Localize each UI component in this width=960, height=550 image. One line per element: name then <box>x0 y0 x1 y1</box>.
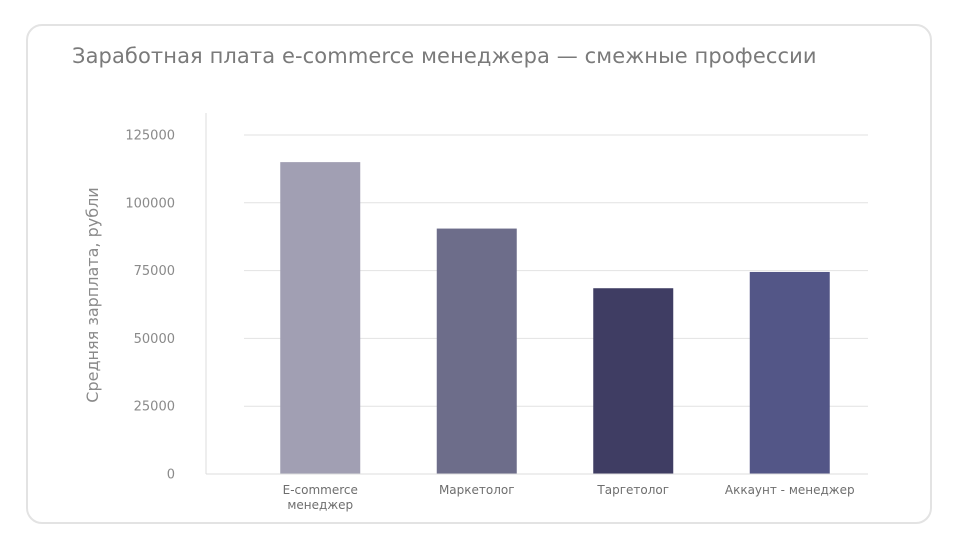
x-tick-label: E-commerce <box>283 483 358 497</box>
bar <box>593 288 674 474</box>
x-tick-label: Маркетолог <box>439 483 515 497</box>
chart-title: Заработная плата e-commerce менеджера — … <box>72 44 817 68</box>
y-tick-label: 75000 <box>134 264 175 279</box>
bar <box>280 162 361 474</box>
x-tick-label: Аккаунт - менеджер <box>725 483 855 497</box>
y-tick-label: 25000 <box>134 400 175 415</box>
y-tick-label: 125000 <box>125 129 175 144</box>
x-tick-label: Таргетолог <box>596 483 669 497</box>
y-axis-label: Средняя зарплата, рубли <box>83 187 102 402</box>
y-tick-label: 50000 <box>134 332 175 347</box>
y-tick-label: 0 <box>167 468 175 483</box>
y-axis: 0 25000 50000 75000 100000 125000 <box>125 113 207 483</box>
x-tick-label: менеджер <box>287 498 353 512</box>
bars <box>280 162 830 474</box>
bar <box>436 228 517 474</box>
y-tick-label: 100000 <box>125 196 175 211</box>
bar <box>749 271 830 474</box>
